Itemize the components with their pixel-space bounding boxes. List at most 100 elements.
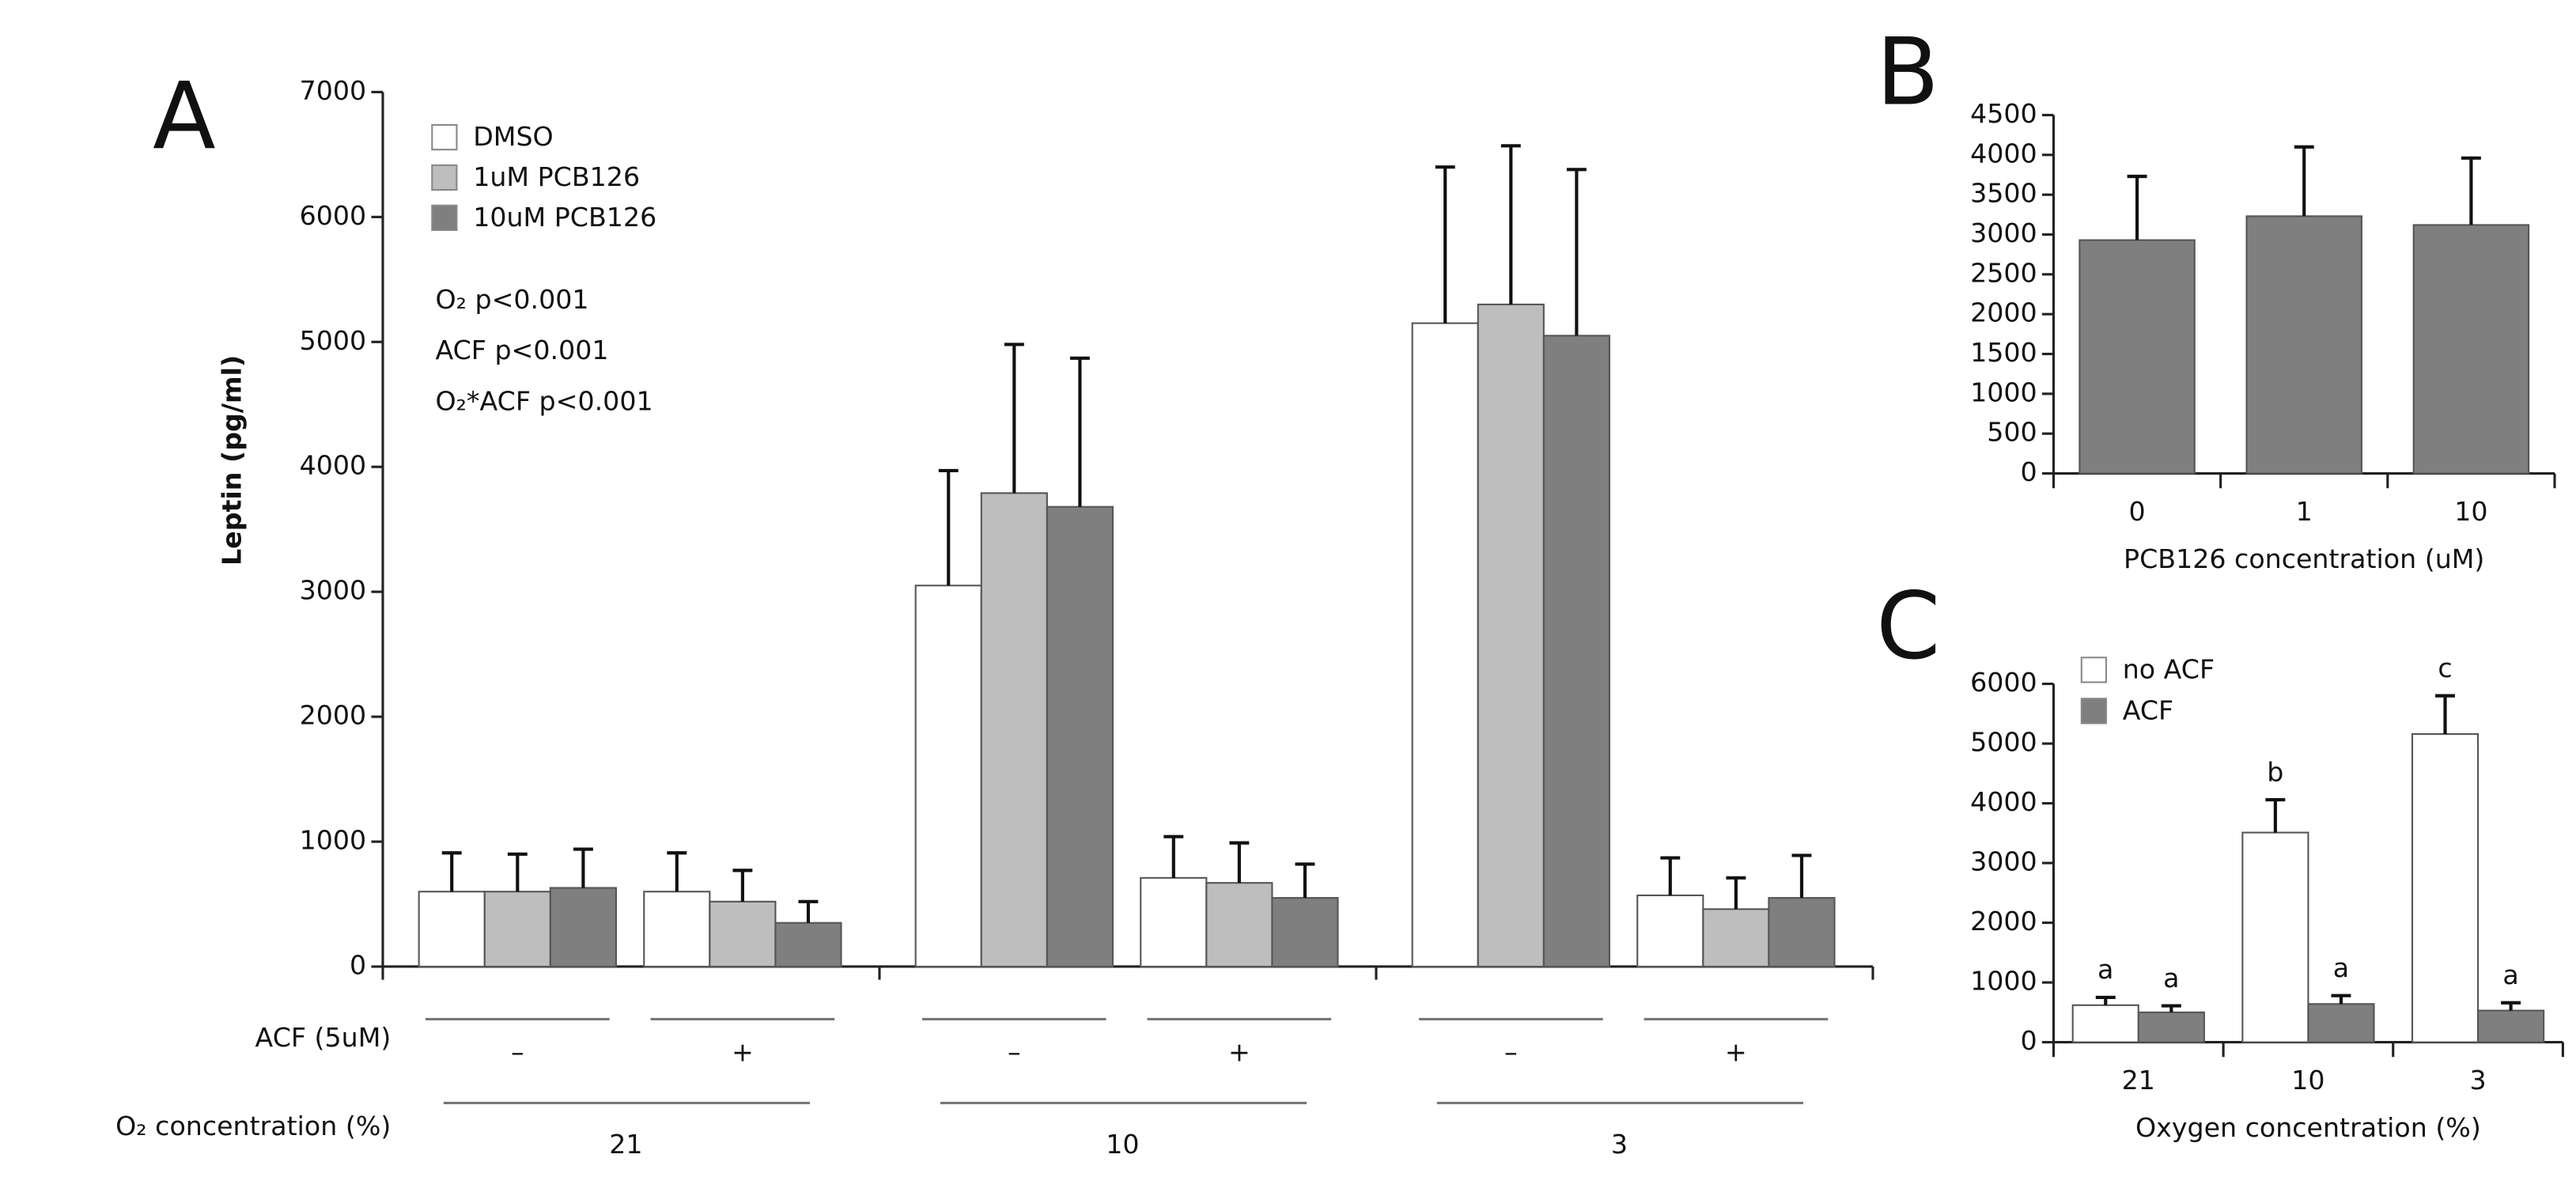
y-tick-label: 0 bbox=[2021, 1025, 2037, 1056]
significance-letter: a bbox=[2502, 959, 2518, 990]
error-bar bbox=[1435, 165, 1455, 324]
y-tick-label: 6000 bbox=[1970, 667, 2037, 698]
y-tick-label: 4000 bbox=[1970, 786, 2037, 817]
y-axis-label: Leptin (pg/ml) bbox=[216, 355, 247, 566]
legend-swatch bbox=[431, 204, 458, 231]
y-tick-label: 1000 bbox=[1970, 966, 2037, 997]
bar bbox=[1636, 894, 1704, 968]
annotation: O₂*ACF p<0.001 bbox=[435, 386, 653, 417]
group-label: 3 bbox=[1611, 1129, 1628, 1160]
significance-letter: c bbox=[2438, 653, 2452, 683]
annotation: O₂ p<0.001 bbox=[435, 284, 588, 315]
panel-letter: A bbox=[153, 64, 216, 171]
error-bar bbox=[1004, 343, 1024, 494]
bar bbox=[2079, 239, 2196, 475]
panel-letter: B bbox=[1876, 19, 1939, 126]
significance-letter: a bbox=[2163, 963, 2179, 993]
y-tick-label: 3500 bbox=[1970, 178, 2037, 209]
bar bbox=[1477, 303, 1545, 968]
significance-letter: b bbox=[2267, 756, 2283, 787]
bar bbox=[2137, 1011, 2205, 1043]
x-tick-label: – bbox=[1008, 1037, 1021, 1068]
y-tick-label: 4500 bbox=[1970, 98, 2037, 129]
x-tick-label: 10 bbox=[2454, 496, 2487, 527]
legend-label: no ACF bbox=[2123, 653, 2215, 684]
y-tick-label: 4000 bbox=[1970, 138, 2037, 168]
bar bbox=[1411, 322, 1479, 968]
x-tick-label: 1 bbox=[2296, 496, 2313, 527]
y-tick-label: 1000 bbox=[300, 825, 367, 856]
acf-row-label: ACF (5uM) bbox=[255, 1022, 392, 1053]
error-bar bbox=[2294, 145, 2314, 217]
y-tick-label: 2000 bbox=[300, 700, 367, 731]
error-bar bbox=[1500, 144, 1521, 305]
bar bbox=[2412, 224, 2530, 475]
legend-label: DMSO bbox=[473, 121, 554, 152]
error-bar bbox=[573, 847, 593, 888]
x-tick-label: 0 bbox=[2128, 496, 2145, 527]
significance-letter: a bbox=[2333, 952, 2349, 983]
y-tick-label: 3000 bbox=[1970, 218, 2037, 248]
x-axis-label: PCB126 concentration (uM) bbox=[2124, 543, 2484, 574]
group-label: 21 bbox=[609, 1129, 642, 1160]
error-bar bbox=[1295, 862, 1315, 899]
x-tick-label: + bbox=[1228, 1037, 1250, 1068]
bar bbox=[914, 585, 982, 968]
legend-label: ACF bbox=[2123, 694, 2173, 725]
error-bar bbox=[1069, 356, 1090, 507]
error-bar bbox=[1660, 856, 1681, 895]
bar bbox=[2411, 732, 2480, 1043]
y-tick-label: 2000 bbox=[1970, 297, 2037, 328]
y-tick-label: 3000 bbox=[300, 575, 367, 606]
x-tick-label: 10 bbox=[2291, 1065, 2324, 1096]
bar bbox=[549, 887, 617, 968]
error-bar bbox=[798, 899, 819, 923]
x-tick-label: + bbox=[732, 1037, 754, 1068]
bar bbox=[1140, 876, 1208, 968]
x-axis-label: Oxygen concentration (%) bbox=[2135, 1112, 2481, 1143]
bar bbox=[2071, 1004, 2139, 1043]
x-tick-label: 3 bbox=[2469, 1065, 2486, 1096]
bar bbox=[2241, 831, 2309, 1043]
error-bar bbox=[1566, 168, 1587, 336]
bar bbox=[1768, 897, 1836, 968]
significance-letter: a bbox=[2097, 954, 2113, 985]
bar bbox=[980, 492, 1048, 968]
legend-swatch bbox=[2080, 657, 2107, 683]
y-tick-label: 5000 bbox=[300, 325, 367, 356]
error-bar bbox=[441, 851, 462, 892]
panel-letter: C bbox=[1876, 573, 1940, 680]
bar bbox=[1702, 908, 1770, 968]
bar bbox=[1205, 882, 1273, 968]
error-bar bbox=[667, 851, 687, 892]
bar bbox=[643, 891, 711, 968]
bar bbox=[1271, 897, 1339, 968]
x-tick-label: – bbox=[511, 1037, 524, 1068]
legend-swatch bbox=[2080, 698, 2107, 725]
error-bar bbox=[2331, 993, 2351, 1005]
y-tick-label: 4000 bbox=[300, 450, 367, 481]
y-tick-label: 500 bbox=[1987, 417, 2037, 448]
y-tick-label: 6000 bbox=[300, 200, 367, 231]
error-bar bbox=[1229, 841, 1250, 884]
error-bar bbox=[2501, 1001, 2521, 1011]
legend-label: 10uM PCB126 bbox=[473, 202, 656, 233]
bar bbox=[774, 922, 842, 968]
annotation: ACF p<0.001 bbox=[435, 335, 608, 365]
error-bar bbox=[2461, 156, 2481, 225]
x-tick-label: – bbox=[1504, 1037, 1518, 1068]
group-label: 10 bbox=[1106, 1129, 1139, 1160]
error-bar bbox=[507, 852, 528, 892]
y-tick-label: 5000 bbox=[1970, 727, 2037, 758]
bar bbox=[709, 900, 777, 968]
bar bbox=[483, 891, 551, 968]
error-bar bbox=[2265, 797, 2286, 833]
bar bbox=[2307, 1003, 2375, 1043]
error-bar bbox=[2161, 1004, 2181, 1012]
error-bar bbox=[732, 869, 753, 902]
error-bar bbox=[2095, 995, 2116, 1005]
bar bbox=[1542, 335, 1610, 968]
bar bbox=[1046, 505, 1114, 968]
